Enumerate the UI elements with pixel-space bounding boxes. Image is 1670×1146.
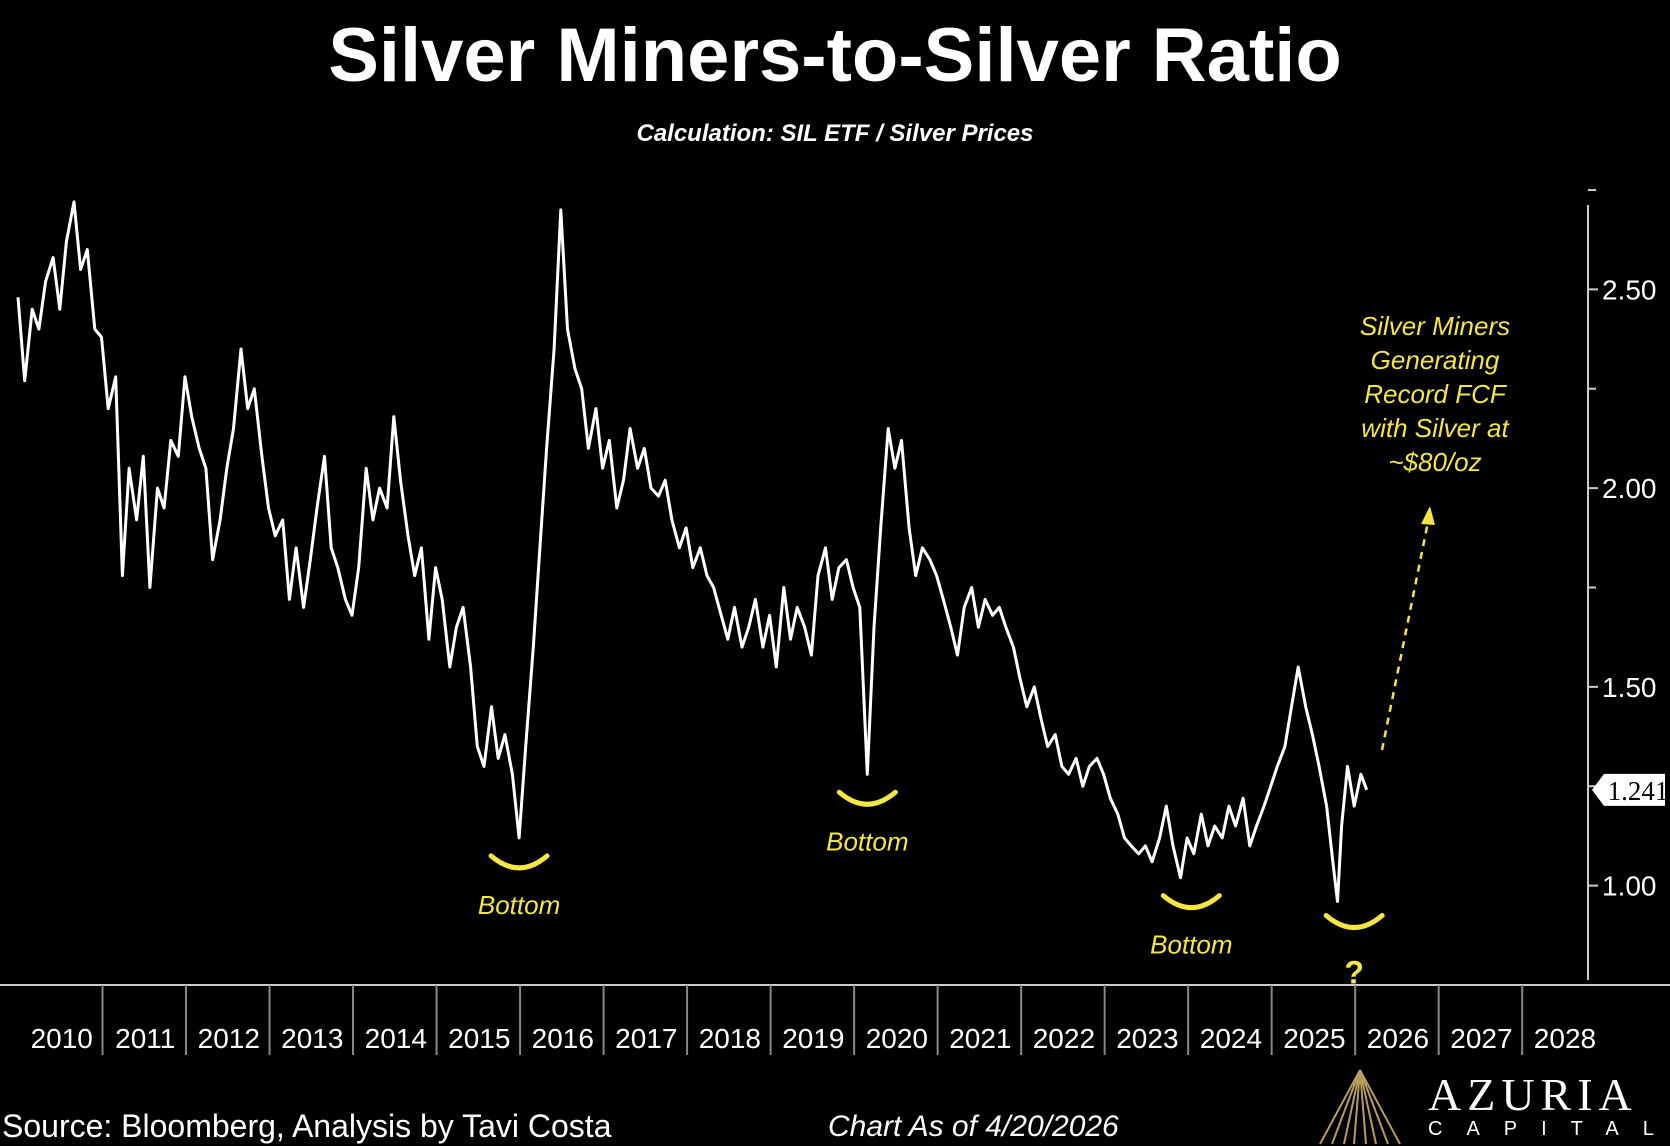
x-tick-label: 2020 [866,1023,928,1054]
callout-line: Silver Miners [1360,311,1510,341]
x-tick-label: 2022 [1033,1023,1095,1054]
x-tick-label: 2024 [1200,1023,1262,1054]
chart-title: Silver Miners-to-Silver Ratio [328,13,1342,98]
bottom-label: Bottom [826,826,908,856]
source-note: Source: Bloomberg, Analysis by Tavi Cost… [2,1108,612,1144]
y-tick-label: 2.50 [1602,274,1657,305]
company-logo: AZURIA CAPITAL [1310,1060,1670,1146]
y-tick-label: 1.50 [1602,672,1657,703]
x-tick-label: 2013 [281,1023,343,1054]
bottom-label: Bottom [478,890,560,920]
callout-line: Generating [1371,345,1500,375]
chart-subtitle: Calculation: SIL ETF / Silver Prices [636,120,1034,147]
callout-arrowhead-icon [1421,506,1435,525]
callout-line: ~$80/oz [1388,447,1481,477]
x-tick-label: 2028 [1534,1023,1596,1054]
x-tick-label: 2012 [198,1023,260,1054]
last-value-flag [1592,773,1665,806]
last-value-label: 1.241 [1608,776,1669,806]
chart-date: Chart As of 4/20/2026 [828,1110,1119,1143]
x-tick-label: 2018 [699,1023,761,1054]
callout-arrow-line [1380,521,1430,751]
bottom-marker-arc [1160,893,1222,910]
y-tick-label: 1.00 [1602,871,1657,902]
x-tick-label: 2027 [1450,1023,1512,1054]
x-tick-label: 2011 [115,1023,175,1054]
callout-line: with Silver at [1361,413,1510,443]
bottom-marker-arc [836,789,898,807]
x-tick-label: 2017 [615,1023,677,1054]
y-tick-label: 2.00 [1602,473,1657,504]
question-label: ? [1344,955,1364,991]
logo-name: AZURIA [1428,1069,1638,1120]
logo-subtitle: CAPITAL [1428,1118,1670,1140]
x-tick-label: 2010 [31,1023,93,1054]
x-tick-label: 2019 [782,1023,844,1054]
x-tick-label: 2026 [1367,1023,1429,1054]
x-tick-label: 2021 [949,1023,1011,1054]
x-tick-label: 2025 [1283,1023,1345,1054]
x-tick-label: 2015 [448,1023,510,1054]
x-tick-label: 2016 [532,1023,594,1054]
ratio-series-line [16,200,1369,903]
callout-line: Record FCF [1364,379,1508,409]
x-tick-label: 2014 [365,1023,427,1054]
bottom-label: Bottom [1150,930,1232,960]
logo-mark-icon [1319,1069,1401,1145]
x-tick-label: 2023 [1116,1023,1178,1054]
bottom-marker-arc [488,853,550,871]
bottom-marker-arc [1323,913,1385,930]
